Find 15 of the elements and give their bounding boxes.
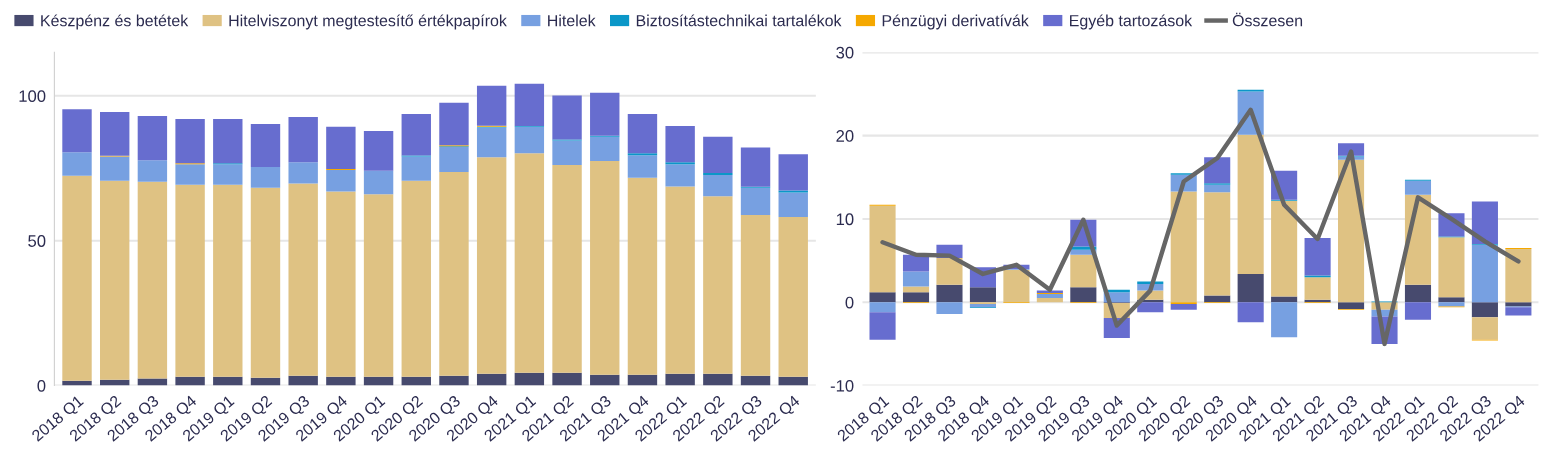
y-tick-label: 100 bbox=[19, 90, 46, 103]
legend-label: Hitelviszonyt megtestesítő értékpapírok bbox=[229, 14, 507, 30]
y-tick-label: 10 bbox=[836, 213, 854, 226]
legend-label: Biztosítástechnikai tartalékok bbox=[636, 14, 842, 27]
legend-label: Összesen bbox=[1232, 12, 1303, 27]
y-tick-label: 30 bbox=[836, 46, 854, 59]
y-tick-label: 0 bbox=[37, 379, 46, 392]
y-tick-label: -10 bbox=[830, 379, 854, 392]
legend-label: Hitelek bbox=[548, 14, 596, 27]
legend-label: Készpénz és betétek bbox=[41, 14, 189, 30]
legend-label: Egyéb tartozások bbox=[1070, 14, 1193, 30]
y-tick-label: 50 bbox=[28, 235, 46, 247]
y-tick-label: 0 bbox=[845, 296, 854, 309]
legend-label: Pénzügyi derivatívák bbox=[882, 14, 1029, 30]
y-tick-label: 20 bbox=[836, 130, 854, 142]
